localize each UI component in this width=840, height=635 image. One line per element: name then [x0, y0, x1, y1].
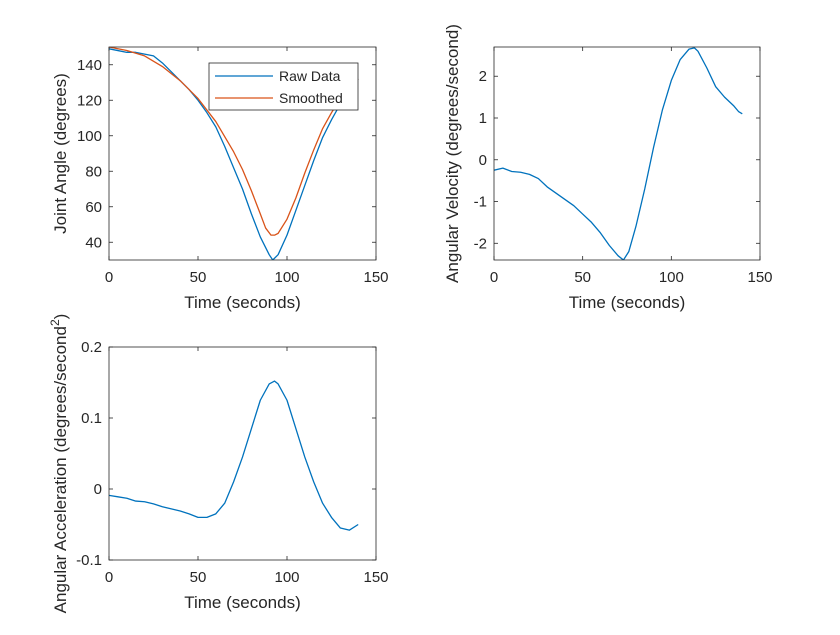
axes-frame	[108, 346, 377, 561]
y-tick-label: 80	[85, 163, 102, 180]
x-axis-label: Time (seconds)	[184, 593, 301, 612]
series-line	[109, 380, 359, 531]
y-tick-label: -0.1	[76, 552, 102, 569]
legend-box	[208, 62, 359, 111]
angular-velocity-chart: 0 50 100 150 -2 -1 0 1 2 Time (seconds) Angular Ve…	[443, 24, 773, 312]
x-tick-label: 50	[574, 269, 591, 286]
y-tick-label: 40	[85, 234, 102, 251]
legend: Raw Data Smoothed	[208, 62, 359, 111]
smoothed-line	[109, 47, 359, 236]
y-tick-label: 1	[479, 110, 487, 127]
y-tick-label: 0	[479, 152, 487, 169]
x-tick-label: 150	[747, 269, 772, 286]
y-axis-label: Joint Angle (degrees)	[51, 73, 70, 234]
x-tick-label: 0	[105, 269, 113, 286]
y-tick-label: 120	[77, 92, 102, 109]
y-tick-label: -1	[474, 194, 487, 211]
y-axis-label: Angular Acceleration (degrees/second2)	[48, 314, 70, 614]
x-tick-label: 50	[190, 569, 207, 586]
x-axis-label: Time (seconds)	[184, 293, 301, 312]
x-tick-label: 150	[363, 569, 388, 586]
x-tick-label: 150	[363, 269, 388, 286]
axes-frame	[493, 46, 761, 261]
plot-area	[109, 347, 376, 560]
legend-entry-label: Raw Data	[279, 68, 341, 84]
y-tick-label: 0	[94, 481, 102, 498]
x-tick-label: 100	[274, 569, 299, 586]
plot-area	[494, 47, 760, 260]
joint-angle-chart: 0 50 100 150 40 60 80 100 120 140 Time (seconds) Jo…	[51, 46, 389, 312]
x-tick-label: 0	[105, 569, 113, 586]
y-tick-label: 100	[77, 128, 102, 145]
x-tick-label: 100	[659, 269, 684, 286]
y-tick-label: 140	[77, 57, 102, 74]
legend-entry-label: Smoothed	[279, 90, 343, 106]
raw-data-line	[109, 48, 359, 260]
x-tick-label: 100	[274, 269, 299, 286]
x-tick-label: 50	[190, 269, 207, 286]
y-axis-label-superscript: 2	[48, 319, 62, 326]
y-tick-label: 60	[85, 199, 102, 216]
y-tick-label: -2	[474, 235, 487, 252]
x-tick-label: 0	[490, 269, 498, 286]
y-axis-label: Angular Velocity (degrees/second)	[443, 24, 462, 283]
y-axis-label-suffix: )	[51, 314, 70, 320]
series-line	[494, 47, 743, 260]
y-tick-label: 0.1	[81, 410, 102, 427]
y-tick-label: 2	[479, 68, 487, 85]
y-tick-label: 0.2	[81, 339, 102, 356]
axes-frame	[108, 46, 377, 261]
x-axis-label: Time (seconds)	[569, 293, 686, 312]
